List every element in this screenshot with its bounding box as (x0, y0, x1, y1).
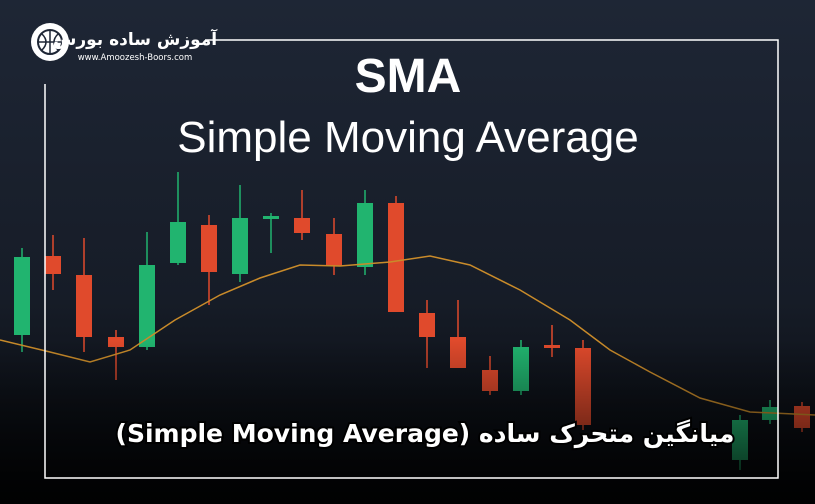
candle-body (201, 225, 217, 272)
subtitle: Simple Moving Average (177, 113, 638, 162)
logo-url: www.Amoozesh-Boors.com (78, 53, 193, 63)
bottom-shade (0, 340, 815, 504)
candle-body (388, 203, 404, 312)
candle-body (326, 234, 342, 266)
logo-globe-lines (38, 30, 62, 54)
candle-body (139, 265, 155, 347)
candle-body (76, 275, 92, 337)
logo: آموزش ساده بورس www.Amoozesh-Boors.com (31, 23, 218, 63)
candle-body (263, 216, 279, 219)
logo-name: آموزش ساده بورس (53, 28, 218, 50)
candle-body (232, 218, 248, 274)
candle-body (45, 256, 61, 274)
title: SMA (355, 50, 462, 103)
candle-body (294, 218, 310, 233)
frame (44, 39, 779, 479)
candle-body (357, 203, 373, 267)
candle-body (170, 222, 186, 263)
candle-body (419, 313, 435, 337)
candle-body (14, 257, 30, 335)
caption: میانگین متحرک ساده (Simple Moving Averag… (116, 419, 735, 449)
